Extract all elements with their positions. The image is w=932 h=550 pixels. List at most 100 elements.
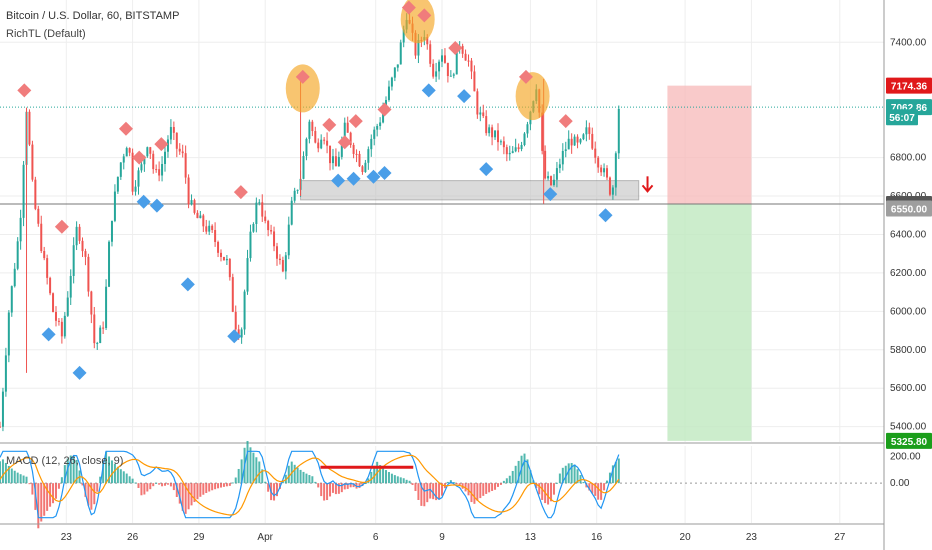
macd-histogram-bar (429, 483, 432, 499)
macd-histogram-bar (1, 459, 4, 484)
macd-histogram-bar (402, 478, 405, 484)
candle-body (402, 29, 405, 43)
candle-body (75, 226, 78, 246)
macd-histogram-bar (417, 483, 420, 500)
macd-histogram-bar (603, 483, 606, 491)
candle-body (113, 191, 116, 221)
macd-histogram-bar (205, 483, 208, 494)
macd-label[interactable]: MACD (12, 26, close, 9) (6, 455, 124, 467)
macd-histogram-bar (93, 483, 96, 505)
candle-body (199, 215, 202, 219)
macd-histogram-bar (305, 473, 308, 484)
indicator-label[interactable]: RichTL (Default) (6, 28, 86, 40)
time-axis-label: 29 (193, 532, 205, 543)
macd-histogram-bar (211, 483, 214, 491)
time-axis-label: 27 (834, 532, 846, 543)
macd-histogram-bar (190, 483, 193, 506)
macd-histogram-bar (57, 483, 60, 489)
macd-histogram-bar (426, 483, 429, 503)
macd-histogram-bar (84, 483, 87, 497)
candlestick-series (0, 13, 620, 432)
macd-histogram-bar (264, 481, 267, 484)
candle-body (582, 134, 585, 140)
buy-marker (136, 194, 151, 209)
candle-body (314, 131, 317, 143)
candle-body (597, 157, 600, 168)
buy-marker (377, 165, 392, 180)
macd-histogram-bar (526, 459, 529, 484)
macd-histogram-bar (273, 483, 276, 501)
candle-body (502, 141, 505, 148)
candle-body (446, 62, 449, 77)
macd-histogram-bar (432, 483, 435, 500)
candle-body (558, 164, 561, 169)
candle-body (93, 314, 96, 344)
macd-histogram-bar (423, 483, 426, 507)
candle-body (494, 130, 497, 138)
macd-histogram-bar (488, 483, 491, 493)
macd-histogram-bar (567, 463, 570, 484)
macd-histogram-bar (105, 451, 108, 484)
macd-histogram-bar (441, 483, 443, 496)
macd-histogram-bar (143, 483, 146, 495)
macd-histogram-bar (246, 440, 249, 484)
candle-body (547, 176, 550, 179)
candle-body (87, 256, 90, 292)
macd-histogram-bar (196, 483, 199, 500)
macd-histogram-bar (237, 468, 240, 484)
macd-histogram-bar (496, 483, 499, 487)
time-axis-label: 9 (439, 532, 445, 543)
candle-body (603, 168, 606, 173)
macd-histogram-bar (499, 483, 502, 485)
macd-histogram-bar (517, 460, 520, 484)
price-tag-bg (886, 200, 932, 217)
candle-body (60, 321, 63, 337)
candle-body (108, 241, 111, 287)
candle-body (155, 169, 158, 171)
candle-body (390, 77, 393, 87)
macd-histogram-bar (455, 483, 458, 485)
macd-histogram-bar (438, 483, 441, 500)
candle-body (137, 170, 140, 187)
candle-body (49, 277, 52, 294)
buy-marker (457, 89, 472, 104)
candle-body (608, 177, 611, 195)
candle-body (234, 311, 237, 330)
macd-histogram-bar (54, 483, 57, 499)
macd-pane (0, 440, 884, 529)
candle-body (541, 112, 544, 151)
macd-histogram-bar (119, 469, 122, 484)
sell-marker (401, 0, 416, 15)
candle-body (78, 226, 81, 241)
price-axis-label: 6800.00 (890, 153, 927, 164)
macd-histogram-bar (199, 483, 202, 497)
candle-body (399, 42, 402, 65)
candle-body (57, 320, 60, 322)
macd-histogram-bar (231, 482, 234, 484)
macd-histogram-bar (137, 483, 140, 488)
sell-marker (154, 137, 169, 152)
macd-histogram-bar (588, 483, 591, 491)
macd-histogram-bar (166, 483, 169, 485)
buy-marker (346, 171, 361, 186)
macd-histogram-bar (323, 483, 326, 501)
buy-marker (421, 83, 436, 98)
macd-histogram-bar (337, 483, 340, 494)
candle-body (1, 391, 4, 427)
macd-histogram-bar (0, 461, 1, 484)
price-axis-label: 5400.00 (890, 422, 927, 433)
macd-histogram-bar (364, 483, 367, 485)
macd-histogram-bar (175, 483, 178, 497)
macd-histogram-bar (37, 483, 40, 529)
candle-body (7, 312, 10, 356)
macd-histogram-bar (370, 471, 373, 484)
candle-body (505, 147, 508, 155)
macd-histogram-bar (96, 483, 99, 492)
macd-histogram-bar (172, 483, 175, 491)
candle-body (499, 141, 502, 143)
macd-histogram-bar (611, 465, 614, 484)
macd-histogram-bar (125, 473, 128, 484)
macd-histogram-bar (158, 483, 161, 485)
buy-marker (479, 162, 494, 177)
